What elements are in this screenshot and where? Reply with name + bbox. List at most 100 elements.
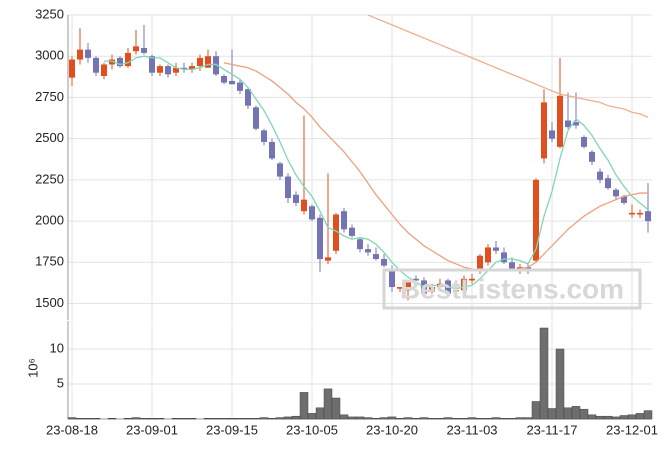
volume-bar — [331, 397, 341, 420]
candle-body — [605, 178, 611, 189]
candle-body — [237, 82, 243, 91]
candle-body — [637, 212, 643, 215]
volume-bar — [563, 407, 573, 420]
volume-bar — [539, 327, 549, 420]
candle-body — [133, 46, 139, 52]
volume-bar — [387, 416, 397, 420]
volume-bar — [579, 408, 589, 420]
candle-body — [117, 57, 123, 67]
volume-bar — [451, 418, 461, 420]
volume-bar — [379, 417, 389, 420]
volume-bar — [107, 418, 117, 420]
candle-body — [181, 67, 187, 70]
y-tick-label: 1750 — [35, 254, 64, 269]
candle-body — [173, 67, 179, 73]
volume-bar — [427, 418, 437, 420]
candle-body — [565, 120, 571, 128]
volume-bar — [403, 417, 413, 420]
x-tick-label: 23-09-15 — [206, 422, 258, 437]
candle-body — [101, 64, 107, 76]
volume-bar — [155, 418, 165, 420]
volume-bar — [627, 414, 637, 420]
watermark-box — [382, 268, 642, 310]
candle-body — [205, 56, 211, 68]
candle-body — [325, 257, 331, 261]
volume-bar — [347, 416, 357, 420]
volume-bar — [307, 413, 317, 420]
volume-bar — [483, 418, 493, 420]
candle-body — [141, 47, 147, 53]
candle-body — [365, 249, 371, 253]
x-tick-label: 23-10-20 — [366, 422, 418, 437]
candle-body — [493, 247, 499, 251]
volume-bar — [83, 418, 93, 420]
candle-body — [501, 252, 507, 263]
candle-body — [573, 122, 579, 126]
candle-body — [597, 171, 603, 180]
volume-bar — [459, 418, 469, 420]
volume-bar — [75, 418, 85, 420]
volume-bar — [91, 418, 101, 420]
x-tick-label: 23-11-03 — [446, 422, 497, 437]
volume-bar — [499, 418, 509, 420]
y-tick-label: 1500 — [35, 295, 64, 310]
candle-body — [397, 287, 403, 289]
candle-body — [485, 247, 491, 263]
candle-body — [349, 227, 355, 236]
x-tick-label: 23-09-01 — [126, 422, 178, 437]
x-tick-label: 23-12-01 — [606, 422, 658, 437]
moving-average-line — [367, 15, 649, 118]
volume-bar — [219, 418, 229, 420]
volume-bar — [531, 401, 541, 420]
volume-bar — [635, 413, 645, 420]
volume-bar — [355, 416, 365, 420]
candle-body — [165, 66, 171, 75]
volume-bar — [555, 348, 565, 420]
candle-body — [333, 214, 339, 251]
candle-body — [269, 141, 275, 159]
candle-body — [645, 211, 651, 222]
candle-body — [277, 163, 283, 177]
candle-body — [381, 259, 387, 266]
candle-body — [613, 189, 619, 197]
volume-bar — [411, 418, 421, 420]
candle-body — [157, 66, 163, 73]
candle-body — [589, 151, 595, 162]
volume-bar — [275, 417, 285, 420]
candle-body — [149, 56, 155, 73]
volume-bar — [491, 417, 501, 420]
candle-body — [197, 57, 203, 67]
volume-bar — [507, 418, 517, 420]
candle-body — [301, 199, 307, 212]
candle-body — [317, 217, 323, 259]
volume-bar — [187, 418, 197, 420]
volume-bar — [131, 417, 141, 420]
candle-body — [413, 278, 419, 281]
volume-bar — [523, 417, 533, 420]
candle-body — [93, 57, 99, 73]
candle-body — [189, 66, 195, 70]
candle-body — [245, 89, 251, 106]
volume-bar — [603, 415, 613, 420]
volume-bar — [227, 418, 237, 420]
candle-body — [509, 262, 515, 269]
candle-body — [629, 212, 635, 215]
volume-bar — [371, 418, 381, 420]
y-tick-label: 3250 — [35, 6, 64, 21]
volume-bar — [179, 418, 189, 420]
volume-bar — [267, 418, 277, 420]
y-tick-label: 10 — [50, 340, 64, 355]
volume-bar — [171, 418, 181, 420]
volume-bar — [203, 418, 213, 420]
moving-average-line — [104, 55, 649, 290]
volume-bar — [339, 414, 349, 420]
volume-bar — [467, 417, 477, 420]
candle-body — [309, 206, 315, 220]
y-axis-label: 10⁶ — [25, 358, 40, 378]
candle-body — [77, 49, 83, 60]
volume-bar — [139, 418, 149, 420]
candle-body — [85, 49, 91, 58]
candle-body — [621, 196, 627, 203]
candle-body — [549, 130, 555, 139]
volume-bar — [571, 406, 581, 420]
